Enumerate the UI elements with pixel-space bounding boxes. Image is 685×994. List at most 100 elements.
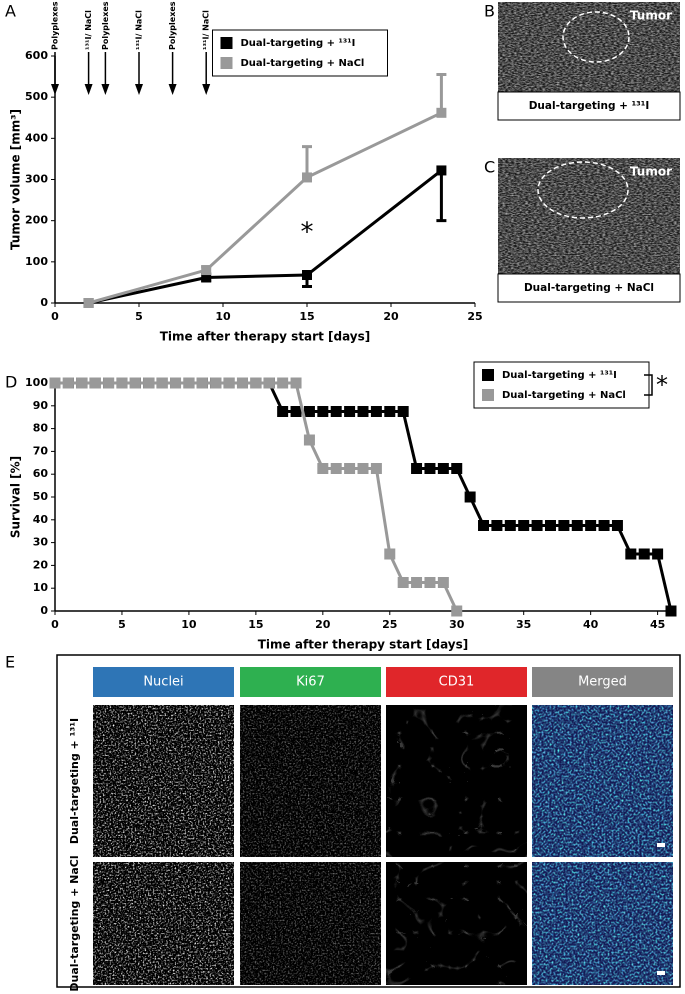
marker: [437, 577, 449, 588]
micrograph-texture: [240, 862, 381, 985]
marker: [210, 377, 222, 389]
series-line: [55, 381, 459, 612]
marker: [436, 165, 447, 176]
marker: [236, 377, 248, 389]
legend-label: Dual-targeting + ¹³¹I: [502, 370, 617, 381]
annotation-text: ¹³¹I/ NaCl: [202, 10, 211, 50]
marker: [451, 605, 463, 617]
marker: [478, 520, 490, 531]
micrograph-texture: [386, 862, 527, 985]
marker: [344, 406, 356, 417]
x-tick-label: 5: [135, 310, 143, 323]
x-tick-label: 10: [181, 618, 197, 631]
significance: *: [656, 371, 668, 399]
marker: [103, 377, 115, 389]
y-tick-label: 20: [33, 558, 49, 571]
marker: [156, 377, 168, 389]
marker: [437, 463, 449, 474]
row-label: Dual-targeting + NaCl: [68, 855, 81, 991]
marker: [370, 406, 382, 417]
marker: [424, 577, 436, 588]
x-tick-label: 5: [118, 618, 126, 631]
column-header: [240, 667, 381, 697]
x-tick-label: 35: [516, 618, 531, 631]
marker: [424, 463, 436, 474]
marker: [143, 377, 155, 389]
marker: [303, 406, 315, 417]
y-tick-label: 90: [33, 399, 49, 412]
marker: [49, 377, 61, 389]
legend-box: [212, 29, 388, 77]
scale-bar: [657, 971, 665, 975]
marker: [598, 520, 610, 531]
micrograph-texture: [532, 705, 673, 857]
x-tick-label: 25: [467, 310, 482, 323]
arrow-head: [168, 84, 177, 95]
micrograph-texture: [386, 705, 527, 857]
marker: [491, 520, 503, 531]
micrograph-texture: [532, 862, 673, 985]
series-line: [88, 111, 443, 305]
marker: [201, 265, 212, 276]
caption: Dual-targeting + NaCl: [524, 282, 654, 294]
y-tick-label: 30: [33, 536, 49, 549]
arrow-head: [101, 84, 110, 95]
column-header: [386, 667, 527, 697]
tumor-outline: [537, 161, 629, 219]
panel-label: E: [5, 653, 15, 672]
y-tick-label: 40: [33, 513, 49, 526]
y-tick-label: 300: [25, 173, 48, 186]
x-tick-label: 30: [449, 618, 465, 631]
marker: [370, 463, 382, 474]
y-tick-label: 80: [33, 422, 49, 435]
legend-swatch: [482, 389, 494, 401]
panel-label: D: [5, 373, 17, 392]
caption-box: [497, 91, 681, 121]
error-bar: [436, 170, 447, 223]
x-tick-label: 0: [51, 310, 59, 323]
column-label: Merged: [578, 675, 627, 690]
x-axis-label: Time after therapy start [days]: [160, 330, 371, 344]
marker: [518, 520, 530, 531]
marker: [201, 272, 212, 283]
marker: [397, 406, 409, 417]
marker: [625, 548, 637, 560]
marker: [170, 377, 182, 389]
row-label: Dual-targeting + ¹³¹I: [68, 718, 81, 844]
column-header: [532, 667, 673, 697]
legend-swatch: [220, 37, 233, 49]
annotation-text: Polyplexes: [168, 1, 177, 50]
legend-swatch: [482, 369, 494, 381]
marker: [62, 377, 74, 389]
micrograph-texture: [93, 862, 234, 985]
y-tick-label: 0: [40, 604, 48, 617]
marker: [531, 520, 543, 531]
x-tick-label: 0: [51, 618, 59, 631]
marker: [250, 377, 262, 389]
legend-box: [473, 361, 650, 409]
x-tick-label: 20: [383, 310, 399, 323]
legend-swatch: [220, 57, 233, 69]
marker: [411, 463, 423, 474]
y-tick-label: 200: [25, 214, 48, 227]
marker: [303, 434, 315, 446]
marker: [317, 406, 329, 417]
legend-label: Dual-targeting + NaCl: [502, 390, 626, 401]
micrograph-texture: [240, 705, 381, 857]
arrow-head: [51, 84, 59, 95]
annotation-text: Polyplexes: [101, 1, 110, 50]
x-tick-label: 10: [215, 310, 231, 323]
tumor-outline: [562, 11, 630, 63]
x-tick-label: 40: [583, 618, 599, 631]
marker: [83, 298, 94, 308]
marker: [611, 520, 623, 531]
caption-box: [497, 273, 681, 303]
panel-label: C: [484, 158, 495, 177]
ultrasound-texture: [498, 2, 680, 92]
marker: [223, 377, 235, 389]
marker: [330, 463, 342, 474]
marker: [544, 520, 556, 531]
caption: Dual-targeting + ¹³¹I: [529, 100, 650, 112]
y-tick-label: 600: [25, 49, 48, 62]
marker: [384, 548, 396, 560]
